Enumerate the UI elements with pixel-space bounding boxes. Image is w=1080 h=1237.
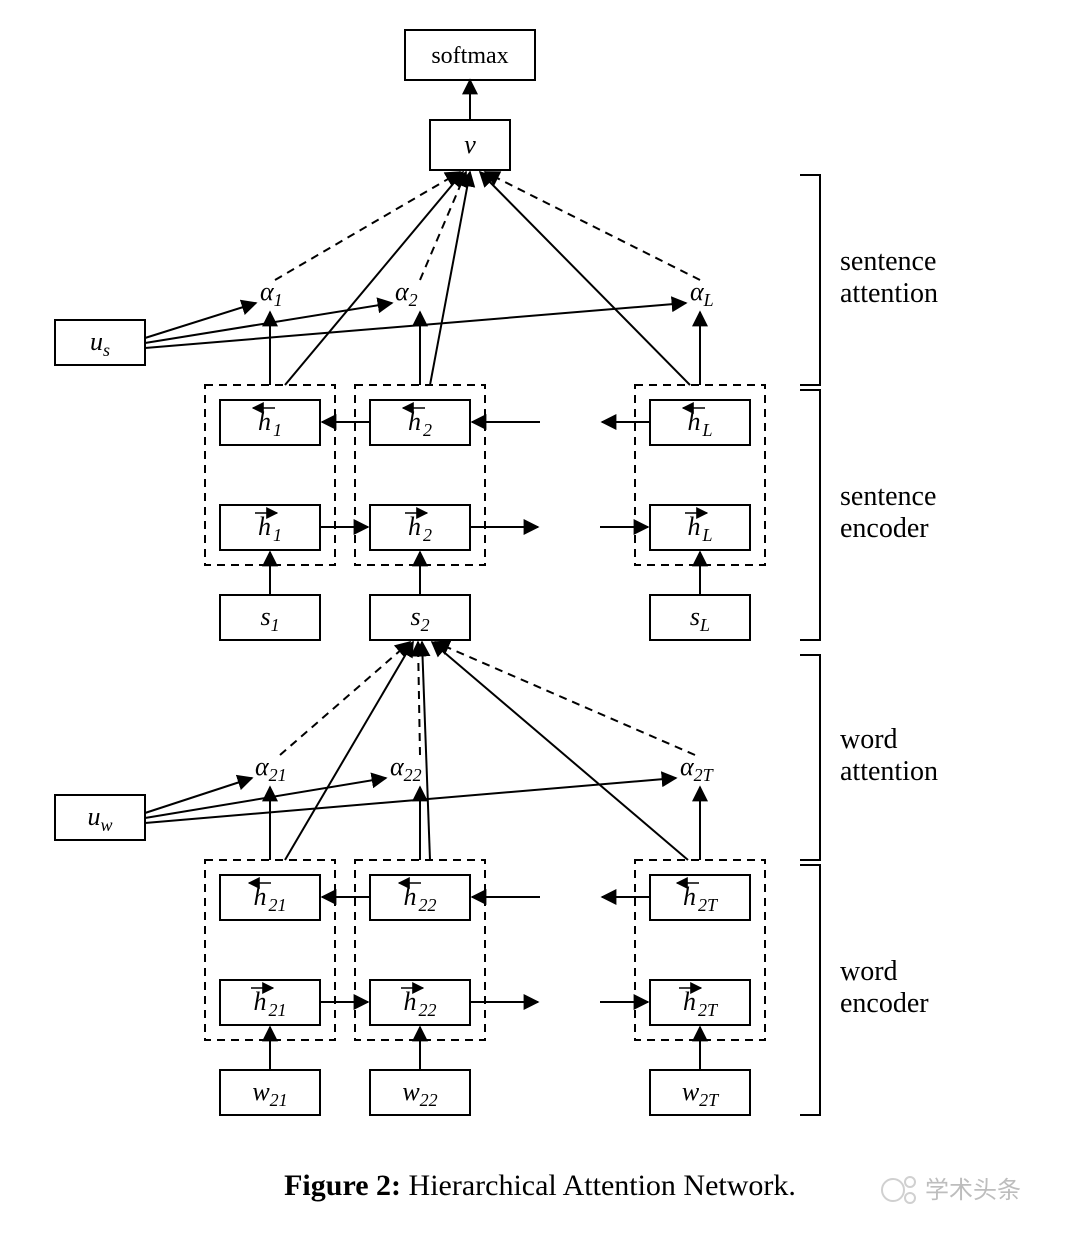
dash-alpha22-s2	[418, 642, 420, 755]
dash-alpha21-s2	[280, 642, 410, 755]
dash-alphaL-v	[485, 172, 700, 280]
side-word-attn-1: word	[840, 724, 898, 755]
svg-text:学术头条: 学术头条	[925, 1177, 1021, 1204]
alpha22-label: α22	[390, 752, 422, 785]
alpha2T-label: α2T	[680, 752, 715, 785]
figure-caption: Figure 2: Hierarchical Attention Network…	[284, 1169, 796, 1202]
arrow-wgT-s2	[432, 642, 688, 860]
dash-alpha1-v	[275, 172, 460, 280]
side-word-enc-1: word	[840, 956, 898, 987]
arrow-wg1-s2	[285, 642, 413, 860]
side-word-enc-2: encoder	[840, 988, 929, 1019]
side-sent-enc-2: encoder	[840, 513, 929, 544]
softmax-label: softmax	[431, 43, 508, 69]
side-sent-attn-2: attention	[840, 278, 938, 309]
alpha1-label: α1	[260, 277, 283, 310]
side-sent-attn-1: sentence	[840, 246, 936, 277]
arrow-wg2-s2	[422, 642, 430, 860]
bracket-word-enc	[800, 865, 820, 1115]
bracket-word-attn	[800, 655, 820, 860]
watermark: 学术头条	[882, 1177, 1021, 1204]
side-sent-enc-1: sentence	[840, 481, 936, 512]
diagram-canvas: softmax v α1 α2 αL us h1 h2 hL h1 h2 hL …	[0, 0, 1080, 1237]
arrow-us-alpha1	[145, 303, 256, 338]
dash-alpha2T-s2	[435, 642, 695, 755]
v-label: v	[464, 130, 476, 159]
bracket-sent-enc	[800, 390, 820, 640]
alphaL-label: αL	[690, 277, 714, 310]
arrow-gL-v	[480, 172, 690, 385]
alpha21-label: α21	[255, 752, 287, 785]
bracket-sent-attn	[800, 175, 820, 385]
side-word-attn-2: attention	[840, 756, 938, 787]
arrow-uw-alpha21	[145, 778, 252, 813]
alpha2-label: α2	[395, 277, 418, 310]
